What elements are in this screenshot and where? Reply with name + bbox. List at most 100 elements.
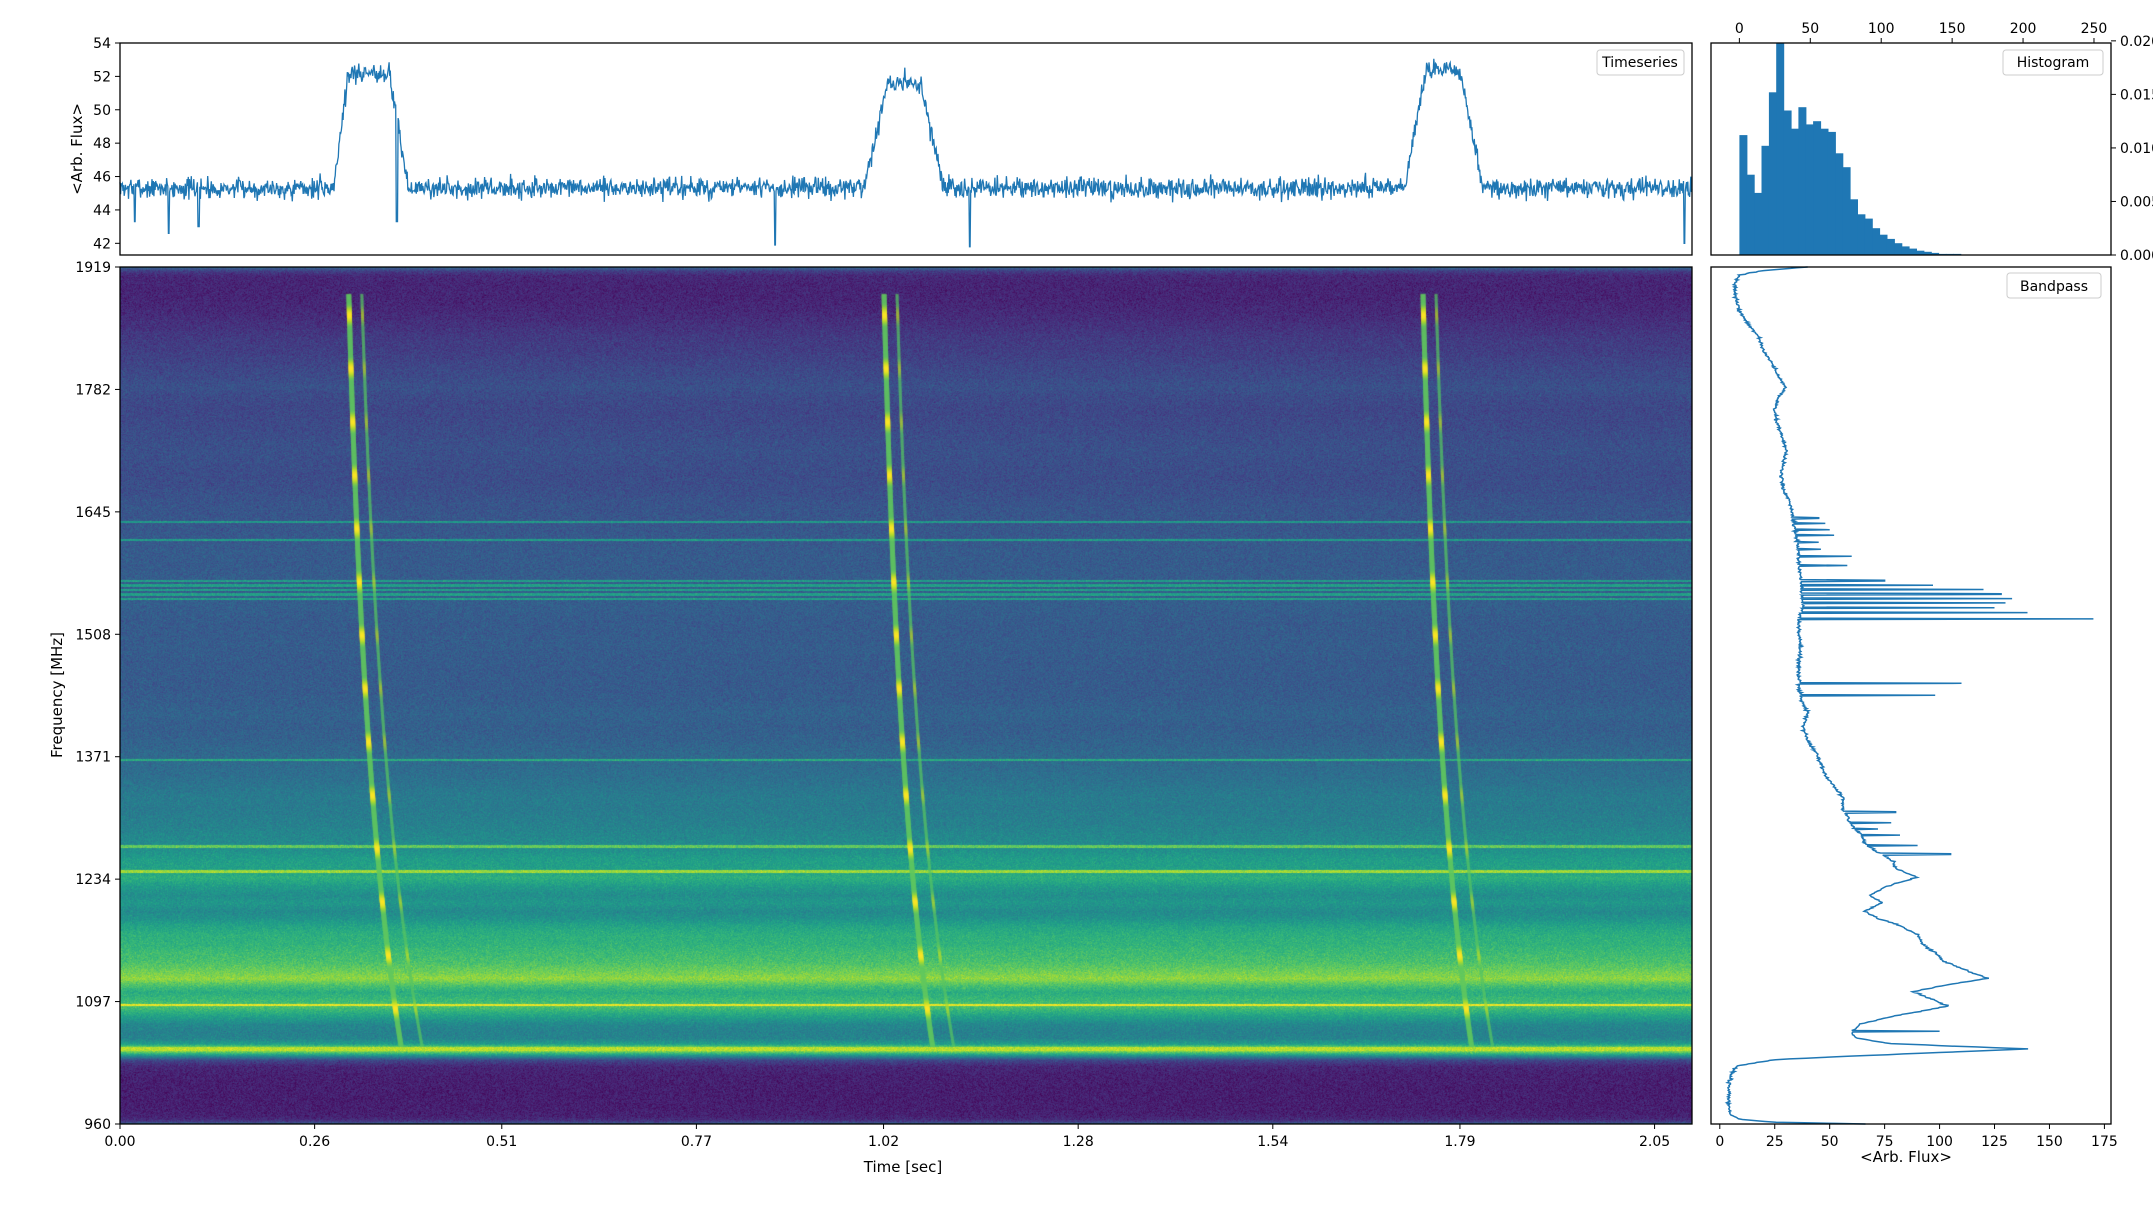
histogram-bar <box>1827 131 1836 255</box>
histogram-bar <box>1894 243 1903 255</box>
dynamic-spectrum-x-tick-label: 0.51 <box>486 1134 517 1150</box>
dynamic-spectrum-x-tick-label: 1.28 <box>1063 1134 1094 1150</box>
dynamic-spectrum-x-tick-label: 0.00 <box>104 1134 135 1150</box>
histogram-bar <box>1857 214 1866 255</box>
dynamic-spectrum-y-tick-label: 1782 <box>75 382 111 398</box>
histogram-bar <box>1813 121 1822 255</box>
bandpass-x-tick-label: 100 <box>1926 1134 1953 1150</box>
bandpass-x-axis-label: <Arb. Flux> <box>1860 1148 1952 1166</box>
timeseries-y-tick-label: 48 <box>93 136 111 152</box>
histogram-bar <box>1901 246 1910 255</box>
bandpass-line <box>1724 266 2094 1125</box>
histogram-bar <box>1879 234 1888 255</box>
dynamic-spectrum-x-tick-label: 1.79 <box>1444 1134 1475 1150</box>
histogram-bar <box>1909 248 1917 255</box>
histogram-legend-box <box>2002 49 2104 76</box>
histogram-legend: Histogram <box>2002 49 2104 76</box>
bandpass-x-tick-label: 75 <box>1876 1134 1894 1150</box>
dynamic-spectrum-y-ticks: 960 1097 1234 1371 1508 1645 1782 1919 <box>75 260 120 1133</box>
histogram-panel: 0 50 100 150 200 250 0.000 0.005 0.010 0.015 0.02… <box>1710 21 2153 264</box>
dynamic-spectrum-x-tick-label: 1.02 <box>868 1134 899 1150</box>
histogram-x-tick-label: 50 <box>1801 21 1819 37</box>
histogram-bar <box>1835 153 1844 255</box>
bandpass-x-tick-label: 150 <box>2036 1134 2063 1150</box>
timeseries-legend-box <box>1596 49 1685 76</box>
timeseries-y-tick-label: 50 <box>93 103 111 119</box>
histogram-y-tick-label: 0.010 <box>2120 141 2153 157</box>
histogram-y-tick-label: 0.020 <box>2120 34 2153 50</box>
timeseries-legend-label: Timeseries <box>1601 55 1678 71</box>
timeseries-line-group <box>119 58 1693 248</box>
histogram-bar <box>1791 128 1799 255</box>
histogram-bar <box>1783 110 1792 255</box>
histogram-x-tick-label: 0 <box>1735 21 1744 37</box>
histogram-bar <box>1768 92 1777 255</box>
timeseries-y-tick-label: 54 <box>93 36 111 52</box>
histogram-bar <box>1746 174 1755 255</box>
histogram-bar <box>1864 218 1873 255</box>
dynamic-spectrum-y-tick-label: 1645 <box>75 505 111 521</box>
histogram-bar <box>1739 135 1748 255</box>
histogram-bar <box>1842 167 1851 255</box>
timeseries-y-tick-label: 44 <box>93 203 111 219</box>
histogram-frame <box>1710 42 2112 256</box>
bandpass-x-tick-label: 125 <box>1981 1134 2008 1150</box>
bandpass-x-tick-label: 175 <box>2091 1134 2118 1150</box>
histogram-bar <box>1872 228 1881 255</box>
histogram-bar <box>1820 128 1829 255</box>
bandpass-frame <box>1710 266 2112 1125</box>
timeseries-y-ticks: 42 44 46 48 50 52 54 <box>93 36 120 252</box>
histogram-x-tick-label: 250 <box>2081 21 2108 37</box>
histogram-bar <box>1916 250 1925 255</box>
histogram-x-tick-label: 100 <box>1868 21 1895 37</box>
timeseries-y-axis-label: <Arb. Flux> <box>68 103 86 195</box>
histogram-bar <box>1850 199 1858 255</box>
dynamic-spectrum-y-tick-label: 960 <box>84 1117 111 1133</box>
timeseries-frame <box>119 42 1693 256</box>
histogram-bars <box>1739 43 1962 256</box>
dynamic-spectrum-x-tick-label: 1.54 <box>1257 1134 1288 1150</box>
timeseries-line <box>119 58 1693 248</box>
histogram-bar <box>1754 192 1763 255</box>
dynamic-spectrum-y-tick-label: 1234 <box>75 872 111 888</box>
dynamic-spectrum-y-tick-label: 1508 <box>75 627 111 643</box>
timeseries-y-tick-label: 42 <box>93 236 111 252</box>
bandpass-legend-label: Bandpass <box>2020 279 2088 295</box>
bandpass-x-tick-label: 0 <box>1715 1134 1724 1150</box>
histogram-bar <box>1923 251 1932 255</box>
histogram-bar <box>1761 145 1770 255</box>
bandpass-x-tick-label: 25 <box>1766 1134 1784 1150</box>
bandpass-legend-box <box>2006 272 2102 299</box>
bandpass-panel: 0 25 50 75 100 125 150 175 <Arb. Flux> Bandpass <box>1710 266 2118 1166</box>
dynamic-spectrum-x-axis-label: Time [sec] <box>863 1158 942 1176</box>
dynamic-spectrum-x-tick-label: 0.77 <box>681 1134 712 1150</box>
histogram-y-tick-label: 0.000 <box>2120 248 2153 264</box>
dynamic-spectrum-y-tick-label: 1919 <box>75 260 111 276</box>
histogram-y-tick-label: 0.015 <box>2120 87 2153 103</box>
dynamic-spectrum-image <box>120 267 1692 1124</box>
histogram-legend-label: Histogram <box>2017 55 2090 71</box>
bandpass-line-group <box>1724 266 2094 1125</box>
timeseries-y-tick-label: 46 <box>93 170 111 186</box>
timeseries-legend: Timeseries <box>1596 49 1685 76</box>
histogram-bar <box>1805 124 1814 256</box>
dynamic-spectrum-x-tick-label: 2.05 <box>1639 1134 1670 1150</box>
bandpass-x-ticks: 0 25 50 75 100 125 150 175 <box>1715 1124 2118 1150</box>
histogram-x-ticks-top: 0 50 100 150 200 250 <box>1735 21 2107 43</box>
dynamic-spectrum-x-tick-label: 0.26 <box>299 1134 330 1150</box>
timeseries-y-tick-label: 52 <box>93 69 111 85</box>
dynamic-spectrum-y-axis-label: Frequency [MHz] <box>48 632 66 758</box>
histogram-bar <box>1798 107 1807 255</box>
dynamic-spectrum-frame <box>119 266 1693 1125</box>
bandpass-x-tick-label: 50 <box>1821 1134 1839 1150</box>
histogram-x-tick-label: 150 <box>1939 21 1966 37</box>
histogram-bar <box>1886 238 1895 255</box>
dynamic-spectrum-panel: 0.00 0.26 0.51 0.77 1.02 1.28 1.54 1.79 2.05 960… <box>48 260 1693 1176</box>
dynamic-spectrum-image-container <box>120 267 1692 1124</box>
bandpass-legend: Bandpass <box>2006 272 2102 299</box>
histogram-y-tick-label: 0.005 <box>2120 194 2153 210</box>
dynamic-spectrum-y-tick-label: 1097 <box>75 995 111 1011</box>
dynamic-spectrum-x-ticks: 0.00 0.26 0.51 0.77 1.02 1.28 1.54 1.79 2.05 <box>104 1124 1670 1150</box>
histogram-bar <box>1776 43 1785 255</box>
